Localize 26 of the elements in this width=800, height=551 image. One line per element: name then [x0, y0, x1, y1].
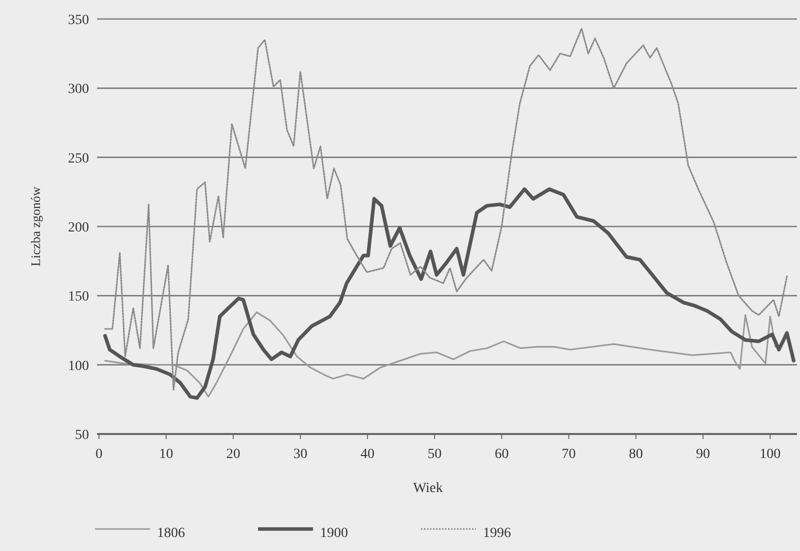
- x-tick-label: 20: [226, 447, 240, 462]
- x-tick-label: 50: [428, 447, 442, 462]
- x-tick-label: 40: [360, 447, 374, 462]
- y-axis-title: Liczba zgonów: [28, 186, 43, 266]
- y-tick-label: 350: [68, 13, 89, 28]
- x-tick-label: 90: [696, 447, 710, 462]
- line-series: [104, 28, 788, 391]
- x-tick-label: 80: [628, 447, 643, 462]
- y-tick-label: 300: [68, 82, 89, 98]
- y-tick-label: 150: [68, 290, 89, 305]
- y-tick-label: 200: [68, 220, 89, 236]
- legend-label: 1806: [157, 526, 185, 541]
- legend-label: 1900: [320, 526, 348, 541]
- y-tick-label: 100: [68, 358, 89, 374]
- x-tick-label: 0: [96, 447, 102, 462]
- x-tick-label: 10: [159, 447, 174, 462]
- x-tick-label: 100: [760, 447, 781, 462]
- y-tick-label: 250: [68, 151, 89, 166]
- legend-label: 1996: [483, 526, 511, 541]
- line-series: [103, 187, 796, 400]
- x-axis-title: Wiek: [413, 481, 443, 496]
- x-tick-label: 60: [494, 447, 509, 462]
- y-tick-label: 50: [75, 428, 89, 443]
- x-tick-label: 30: [293, 447, 308, 462]
- x-tick-label: 70: [562, 447, 576, 462]
- line-series: [104, 311, 776, 398]
